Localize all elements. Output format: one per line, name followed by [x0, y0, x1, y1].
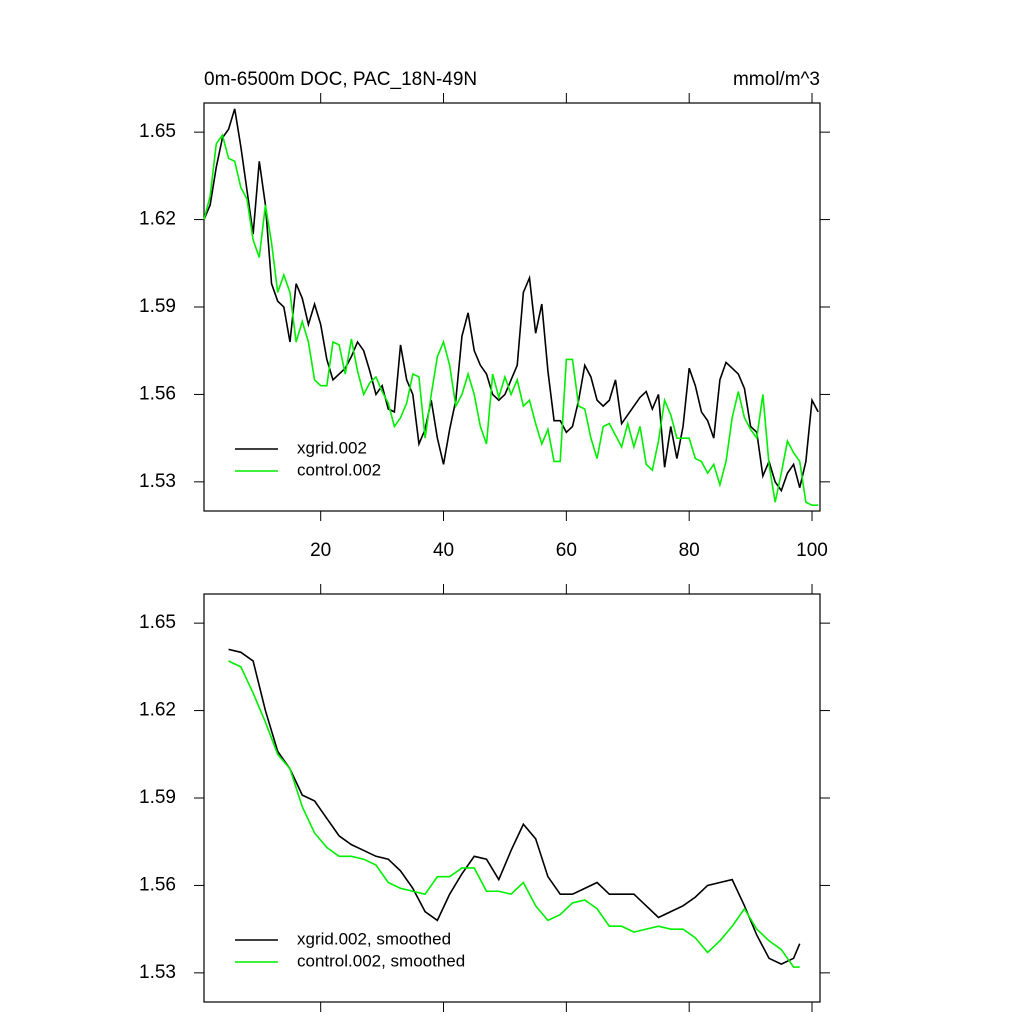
x-tick-label: 80 — [679, 540, 700, 561]
x-tick-label: 40 — [433, 540, 454, 561]
x-tick-label: 20 — [310, 540, 331, 561]
y-tick-label: 1.56 — [139, 383, 176, 404]
chart-title: 0m-6500m DOC, PAC_18N-49N — [204, 69, 477, 90]
legend-label: control.002 — [297, 460, 381, 479]
y-tick-label: 1.56 — [139, 874, 176, 895]
y-tick-label: 1.62 — [139, 700, 176, 721]
y-tick-label: 1.53 — [139, 962, 176, 983]
y-tick-label: 1.65 — [139, 121, 176, 142]
y-tick-label: 1.62 — [139, 209, 176, 230]
legend-label: control.002, smoothed — [297, 951, 465, 970]
y-tick-label: 1.53 — [139, 471, 176, 492]
units-label: mmol/m^3 — [733, 69, 820, 90]
legend-label: xgrid.002 — [297, 438, 367, 457]
series-line — [228, 648, 801, 965]
series-line — [228, 660, 800, 968]
x-tick-label: 60 — [556, 540, 577, 561]
series-line — [203, 108, 819, 493]
y-tick-label: 1.59 — [139, 787, 176, 808]
y-tick-label: 1.65 — [139, 612, 176, 633]
series-line — [203, 133, 819, 506]
x-tick-label: 100 — [796, 540, 828, 561]
y-tick-label: 1.59 — [139, 296, 176, 317]
legend-label: xgrid.002, smoothed — [297, 929, 451, 948]
